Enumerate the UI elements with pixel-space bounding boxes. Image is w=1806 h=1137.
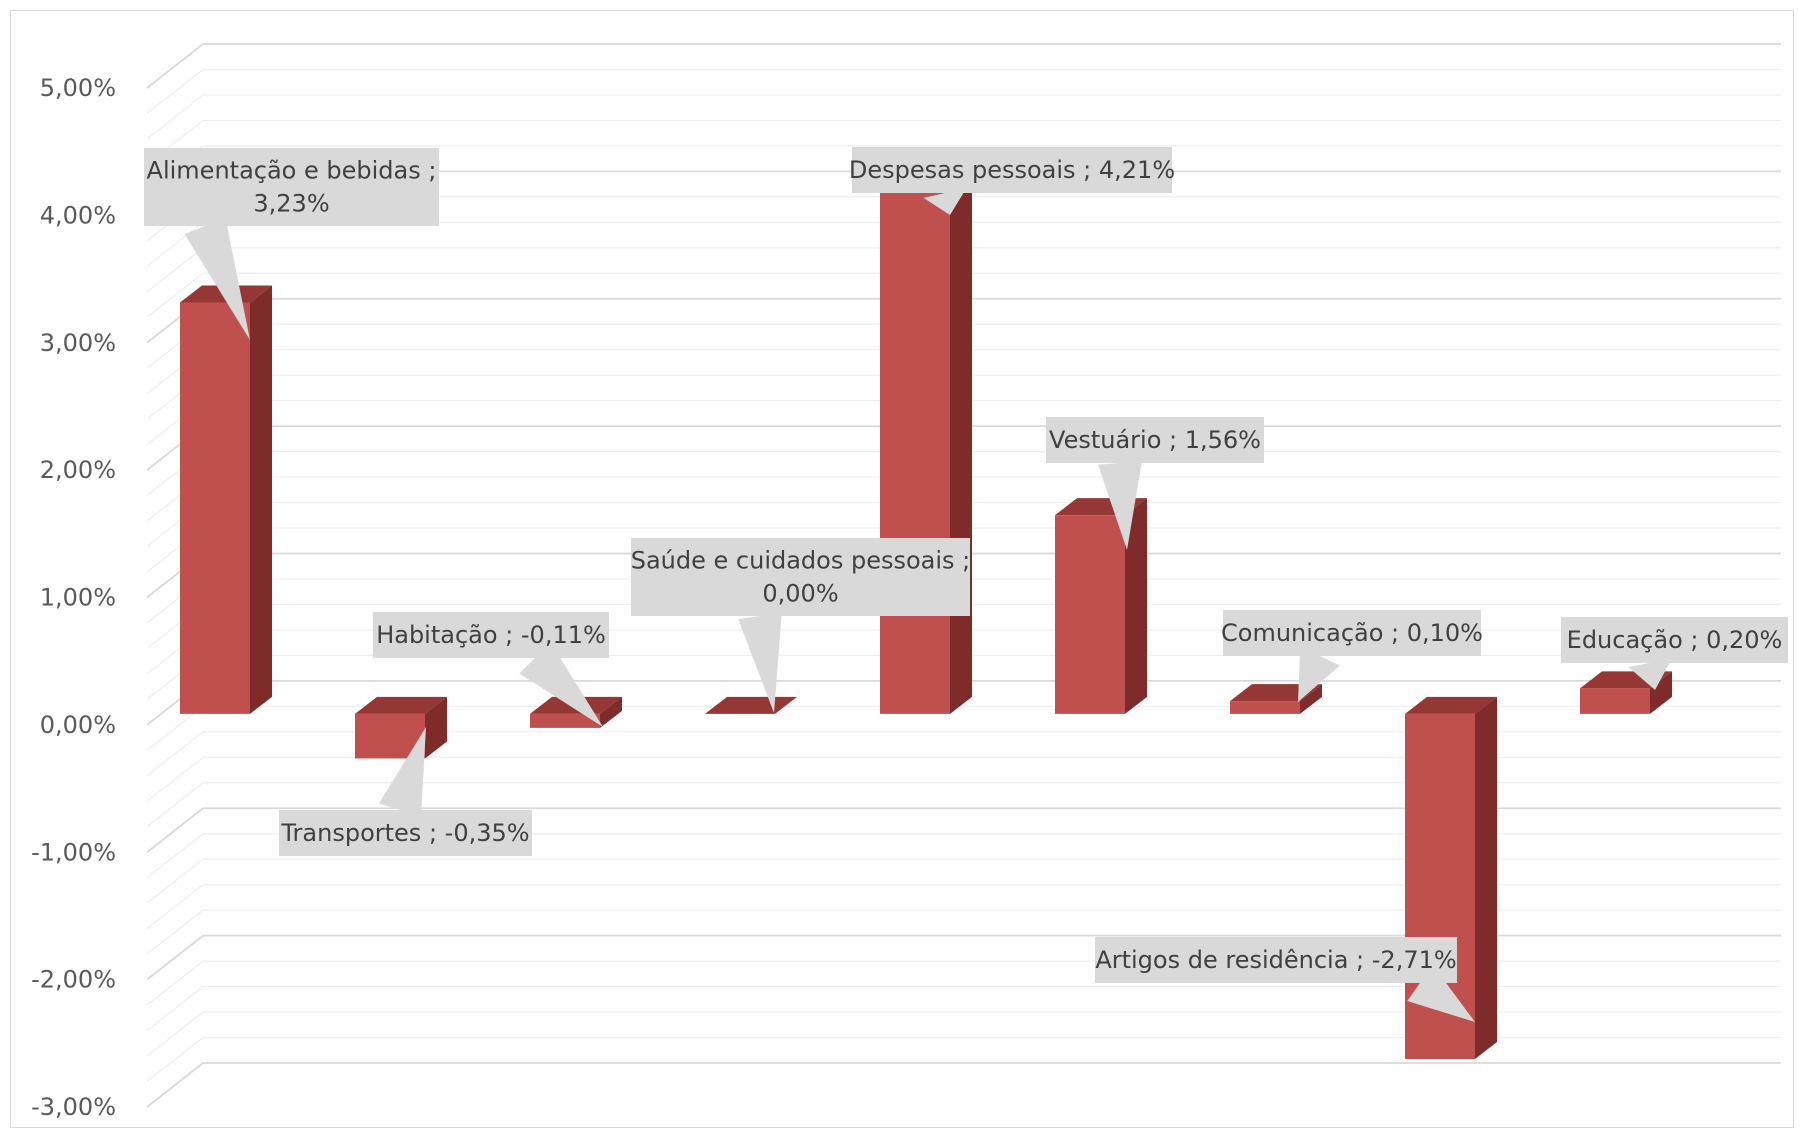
data-label-callout: Alimentação e bebidas ; 3,23% (144, 148, 439, 340)
y-tick-label: 2,00% (40, 456, 116, 484)
callout-box (144, 148, 439, 226)
minor-gridline (146, 272, 1781, 318)
minor-gridline (146, 94, 1781, 140)
callout-box (279, 810, 532, 856)
bar-side-face (1475, 696, 1497, 1060)
callout-pointer (738, 612, 782, 713)
y-axis: 5,00% 4,00% 3,00% 2,00% 1,00% 0,00% -1,00% -2,0… (31, 74, 116, 1121)
callout-pointer (379, 727, 426, 817)
minor-gridline (146, 1011, 1781, 1057)
bar-front-face (880, 177, 950, 714)
data-label-callout: Transportes ; -0,35% (279, 727, 532, 856)
data-label-callout: Vestuário ; 1,56% (1046, 417, 1264, 550)
minor-gridline (146, 858, 1781, 904)
y-tick-label: 4,00% (40, 201, 116, 229)
bar (355, 696, 447, 759)
minor-gridline (146, 1036, 1781, 1082)
data-label-text: Artigos de residência ; -2,71% (1095, 946, 1456, 974)
data-label-callout: Educação ; 0,20% (1561, 617, 1788, 690)
data-label-callout: Habitação ; -0,11% (373, 612, 609, 727)
bar-side-face (1650, 671, 1672, 714)
bar-side-face (250, 285, 272, 714)
data-label-text: Saúde e cuidados pessoais ; (631, 547, 971, 575)
bars (180, 160, 1672, 1060)
major-gridline (146, 43, 1781, 89)
callout-box (373, 612, 609, 658)
data-label-text: Transportes ; -0,35% (280, 819, 529, 847)
major-gridline (146, 1062, 1781, 1108)
bar-side-face (425, 696, 447, 759)
data-label-text: Comunicação ; 0,10% (1221, 619, 1483, 647)
bar-side-face (1125, 498, 1147, 714)
callout-box (1046, 417, 1264, 463)
bar-side-face (1300, 684, 1322, 714)
callout-pointer (1628, 658, 1672, 690)
bar (880, 160, 972, 714)
minor-gridline (146, 68, 1781, 114)
bar (1055, 498, 1147, 714)
minor-gridline (146, 756, 1781, 802)
minor-gridline (146, 782, 1781, 828)
callout-pointer (519, 642, 603, 727)
bar-side-face (600, 696, 622, 728)
data-label-text: Educação ; 0,20% (1567, 626, 1783, 654)
data-labels: Alimentação e bebidas ; 3,23% Transportes … (144, 147, 1788, 1022)
data-label-callout: Comunicação ; 0,10% (1221, 610, 1483, 702)
bar (180, 285, 272, 714)
y-tick-label: 1,00% (40, 584, 116, 612)
y-tick-label: -1,00% (31, 838, 116, 866)
bar-front-face (1580, 688, 1650, 714)
callout-pointer (1298, 646, 1340, 702)
bar-front-face (1055, 515, 1125, 714)
data-label-text: Vestuário ; 1,56% (1049, 426, 1261, 454)
callout-pointer (1098, 461, 1142, 550)
data-label-text: 0,00% (762, 580, 838, 608)
y-tick-label: 0,00% (40, 711, 116, 739)
callout-pointer (184, 217, 250, 340)
callout-box (1223, 610, 1481, 656)
minor-gridline (146, 985, 1781, 1032)
data-label-text: Habitação ; -0,11% (376, 621, 606, 649)
minor-gridline (146, 960, 1781, 1006)
bar-front-face (530, 713, 600, 728)
bar (1405, 696, 1497, 1060)
callout-box (852, 147, 1172, 193)
data-label-text: 3,23% (253, 190, 329, 218)
data-label-text: Despesas pessoais ; 4,21% (849, 156, 1175, 184)
minor-gridline (146, 731, 1781, 777)
data-label-text: Alimentação e bebidas ; (147, 157, 437, 185)
major-gridline (146, 807, 1781, 853)
y-tick-label: -3,00% (31, 1093, 116, 1121)
minor-gridline (146, 884, 1781, 930)
minor-gridline (146, 909, 1781, 955)
y-tick-label: 3,00% (40, 329, 116, 357)
y-tick-label: -2,00% (31, 966, 116, 994)
data-label-callout: Despesas pessoais ; 4,21% (849, 147, 1175, 215)
bar (705, 696, 797, 714)
minor-gridline (146, 833, 1781, 879)
y-tick-label: 5,00% (40, 74, 116, 102)
bar-front-face (180, 302, 250, 714)
bar-side-face (950, 160, 972, 714)
callout-box (1561, 617, 1788, 663)
data-label-callout: Artigos de residência ; -2,71% (1095, 937, 1475, 1022)
callout-box (631, 538, 970, 616)
callout-pointer (923, 188, 967, 215)
bar-top-face (355, 696, 447, 714)
callout-box (1095, 937, 1457, 983)
bar-front-face (1230, 701, 1300, 714)
data-label-callout: Saúde e cuidados pessoais ; 0,00% (631, 538, 971, 713)
bar-top-face (1405, 696, 1497, 714)
bar-top-face (705, 696, 797, 714)
major-gridline (146, 934, 1781, 981)
